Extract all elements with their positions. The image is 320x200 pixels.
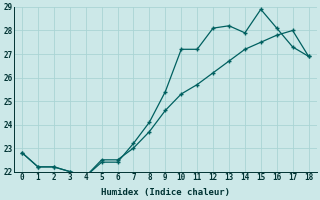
X-axis label: Humidex (Indice chaleur): Humidex (Indice chaleur) <box>101 188 230 197</box>
